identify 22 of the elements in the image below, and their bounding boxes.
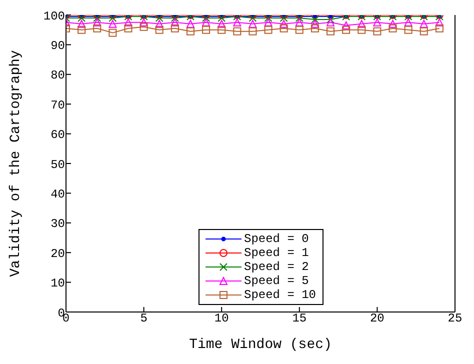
y-tick-label: 70	[50, 98, 65, 112]
y-tick-label: 30	[50, 217, 65, 232]
y-tick-label: 10	[50, 276, 65, 291]
y-tick-label: 40	[50, 187, 65, 202]
x-tick-label: 20	[370, 312, 384, 326]
x-tick-label: 5	[140, 312, 148, 326]
x-tick-label: 25	[448, 312, 462, 326]
legend-label: Speed = 1	[244, 246, 309, 260]
y-tick-label: 90	[50, 38, 65, 53]
legend-label: Speed = 2	[244, 260, 309, 274]
y-axis-title: Validity of the Cartography	[8, 50, 24, 277]
legend-label: Speed = 10	[244, 288, 316, 302]
y-tick-label: 100	[43, 9, 65, 24]
y-tick-label: 60	[50, 128, 65, 142]
y-tick-label: 20	[50, 246, 65, 261]
x-axis-title: Time Window (sec)	[189, 337, 332, 353]
y-tick-label: 80	[50, 68, 65, 83]
legend-label: Speed = 5	[244, 274, 309, 288]
x-tick-label: 10	[214, 312, 229, 326]
x-tick-label: 15	[292, 312, 307, 326]
y-tick-label: 50	[50, 158, 65, 172]
legend-label: Speed = 0	[244, 232, 309, 246]
